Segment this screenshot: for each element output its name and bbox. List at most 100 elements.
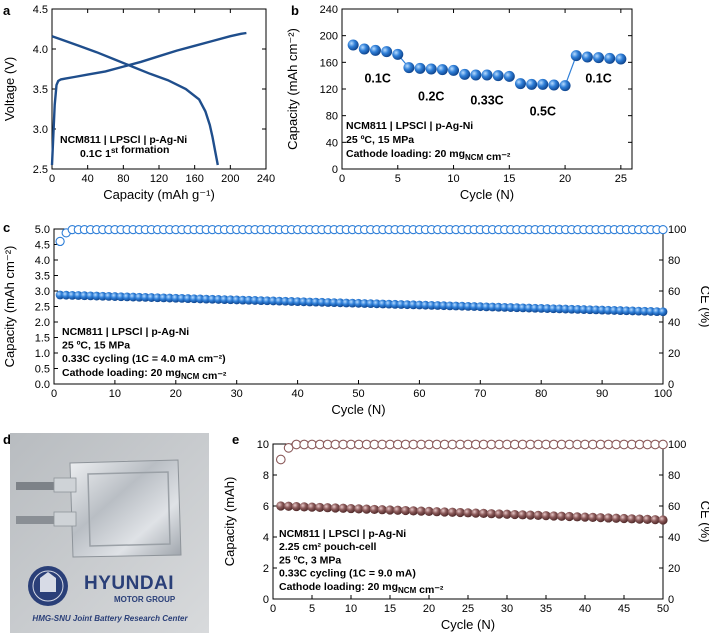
x-tick-label: 25 <box>462 603 474 615</box>
capacity-point <box>299 502 309 512</box>
annotation-line: NCM811 | LPSCl | p-Ag-Ni <box>346 120 473 132</box>
rate-label: 0.33C <box>470 93 503 107</box>
rate-label: 0.2C <box>418 89 444 103</box>
x-axis-label: Cycle (N) <box>441 617 495 632</box>
annotation-line: 25 ºC, 15 MPa <box>62 340 130 352</box>
capacity-point <box>492 70 504 82</box>
y-tick-label: 0 <box>332 164 338 176</box>
x-tick-label: 40 <box>82 173 94 185</box>
y-tick-label: 2.5 <box>33 164 48 176</box>
y-tick-label: 2.0 <box>35 317 50 329</box>
x-tick-label: 10 <box>447 173 459 185</box>
x-tick-label: 20 <box>559 173 571 185</box>
chart-e-pouch-cycling: 0 5 10 15 20 25 30 35 40 45 500246810020406080100C… <box>222 439 709 632</box>
capacity-point <box>503 70 515 82</box>
capacity-point <box>330 503 340 513</box>
capacity-point <box>470 69 482 81</box>
capacity-point <box>559 80 571 92</box>
charge-curve <box>50 31 247 166</box>
capacity-point <box>619 513 629 524</box>
photo-caption: HMG-SNU Joint Battery Research Center <box>32 614 188 623</box>
annotation-line: NCM811 | LPSCl | p-Ag-Ni <box>279 528 406 540</box>
annotation-line: 25 ºC, 15 MPa <box>346 134 414 146</box>
rate-label: 0.1C <box>585 71 611 85</box>
capacity-point <box>581 51 593 63</box>
annotation-line: 0.33C cycling (1C = 4.0 mA cm⁻²) <box>62 353 226 365</box>
panel-letter-e: e <box>232 432 239 447</box>
y2-tick-label: 40 <box>668 317 680 329</box>
y-tick-label: 2.5 <box>35 302 50 314</box>
x-tick-label: 35 <box>540 603 552 615</box>
y-tick-label: 0 <box>263 594 269 606</box>
x-tick-label: 5 <box>395 173 401 185</box>
x-tick-label: 0 <box>51 388 57 400</box>
x-tick-label: 25 <box>615 173 627 185</box>
capacity-point <box>425 63 437 75</box>
cell-tab-bottom <box>16 516 56 524</box>
capacity-point <box>369 504 379 515</box>
cell-tab-top <box>16 482 56 490</box>
capacity-point <box>486 509 496 519</box>
capacity-point <box>392 48 404 60</box>
capacity-point <box>463 508 473 518</box>
y-tick-label: 4.5 <box>35 240 50 252</box>
annotation-line: 25 ºC, 3 MPa <box>279 554 341 566</box>
x-tick-label: 80 <box>535 388 547 400</box>
x-tick-label: 5 <box>309 603 315 615</box>
y2-tick-label: 40 <box>668 532 680 544</box>
x-tick-label: 0 <box>270 603 276 615</box>
chart-c-long-cycling: 0 10 20 30 40 50 60 70 80 90 100 0.0 0.5 1.0 1.5 2.0 2.5… <box>2 224 709 417</box>
capacity-point <box>642 514 653 524</box>
discharge-curve <box>51 35 219 166</box>
x-tick-label: 0 <box>49 173 55 185</box>
capacity-point <box>541 511 551 521</box>
panel-letter-c: c <box>3 220 10 235</box>
annotation-line: 2.25 cm² pouch-cell <box>279 541 377 553</box>
x-tick-label: 160 <box>185 173 203 185</box>
x-tick-label: 60 <box>413 388 425 400</box>
capacity-point <box>479 508 489 519</box>
ce-point <box>658 439 668 450</box>
capacity-point <box>537 78 549 90</box>
motor-group-text: MOTOR GROUP <box>114 595 176 604</box>
y2-axis-label: CE (%) <box>698 286 709 328</box>
x-tick-label: 90 <box>596 388 608 400</box>
x-tick-label: 100 <box>654 388 672 400</box>
x-axis-label: Capacity (mAh g⁻¹) <box>103 187 215 202</box>
capacity-point <box>448 64 460 76</box>
tab-sealant-bottom <box>53 511 77 527</box>
y-tick-label: 0.0 <box>35 379 50 391</box>
capacity-point <box>502 509 512 519</box>
x-tick-label: 20 <box>423 603 435 615</box>
rate-label: 0.1C <box>364 71 390 85</box>
capacity-point <box>377 505 387 515</box>
y-tick-label: 3.0 <box>33 124 48 136</box>
x-tick-label: 50 <box>657 603 669 615</box>
x-tick-label: 40 <box>579 603 591 615</box>
y-tick-label: 3.5 <box>33 84 48 96</box>
x-tick-label: 240 <box>257 173 275 185</box>
x-tick-label: 45 <box>618 603 630 615</box>
capacity-point <box>518 510 528 520</box>
ce-point <box>283 443 294 453</box>
capacity-point <box>593 52 605 64</box>
capacity-point <box>362 504 372 514</box>
annotation-line: NCM811 | LPSCl | p-Ag-Ni <box>60 134 187 146</box>
x-tick-label: 200 <box>221 173 239 185</box>
y-axis-label: Capacity (mAh cm⁻²) <box>2 246 17 368</box>
capacity-point <box>416 506 426 516</box>
capacity-point <box>347 39 359 51</box>
y-tick-label: 200 <box>320 31 338 43</box>
capacity-point <box>570 50 582 62</box>
y-axis-label: Voltage (V) <box>2 57 17 121</box>
capacity-point <box>596 513 606 523</box>
capacity-point <box>588 512 598 522</box>
x-tick-label: 50 <box>352 388 364 400</box>
y-tick-label: 120 <box>320 84 338 96</box>
panel-letter-b: b <box>291 3 299 18</box>
capacity-point <box>548 79 560 91</box>
capacity-point <box>424 506 434 517</box>
x-tick-label: 80 <box>117 173 129 185</box>
y2-tick-label: 80 <box>668 255 680 267</box>
